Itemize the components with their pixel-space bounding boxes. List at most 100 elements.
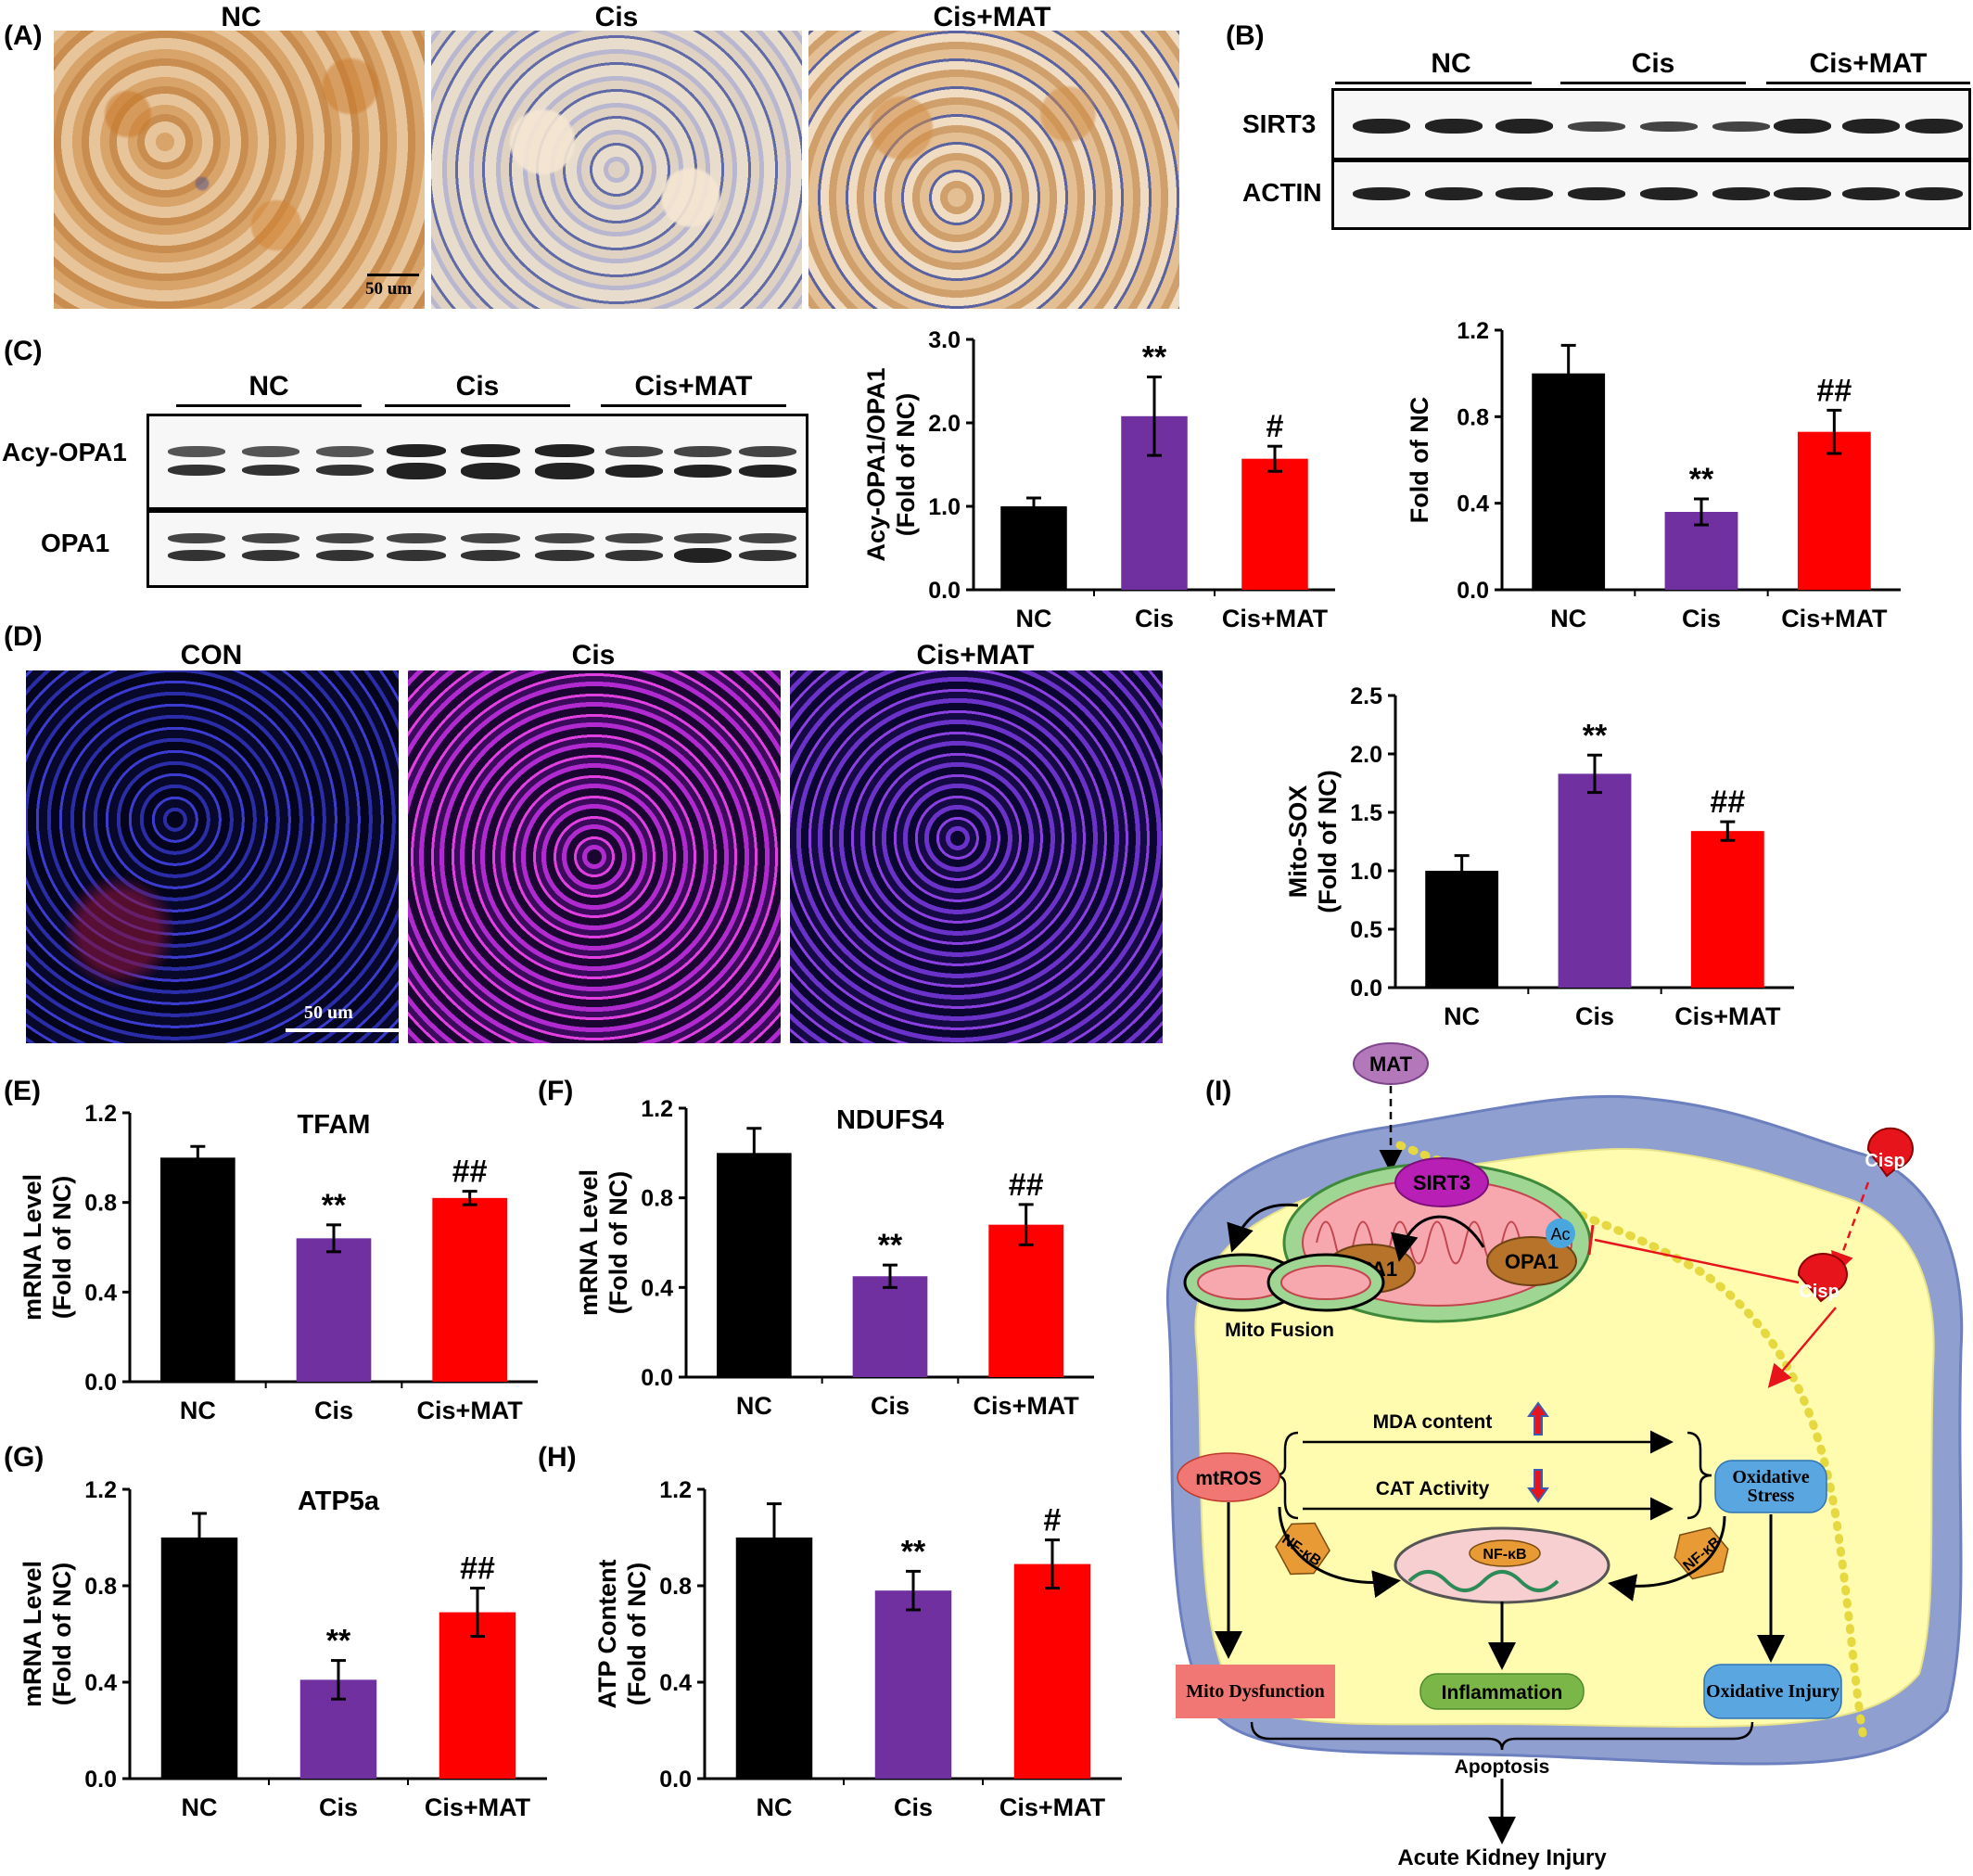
mito-dysfunction-label: Mito Dysfunction [1186, 1680, 1325, 1702]
sirt3-label: SIRT3 [1413, 1171, 1470, 1194]
opa1-right-node [1486, 1236, 1577, 1286]
bar-cis-mat [988, 1224, 1063, 1377]
oxidative-injury-label: Oxidative Injury [1706, 1680, 1839, 1702]
y-axis-label: (Fold of NC) [892, 393, 920, 536]
apoptosis-label: Apoptosis [1455, 1756, 1550, 1778]
panel-i-letter: (I) [1205, 1076, 1232, 1106]
inflammation-node [1419, 1673, 1585, 1710]
panel-b-group-nc: NC [1431, 48, 1471, 79]
bar-nc [717, 1153, 792, 1377]
blot-label-opa1: OPA1 [41, 529, 110, 557]
x-tick-label: NC [180, 1397, 216, 1424]
y-tick-label: 0.4 [659, 1670, 692, 1696]
y-tick-label: 1.2 [84, 1477, 117, 1503]
cisp-inhibit-bar [1587, 1224, 1595, 1256]
oxidative-injury-node [1703, 1664, 1842, 1719]
bar-cis [852, 1276, 928, 1377]
y-tick-label: 0.0 [659, 1767, 692, 1793]
significance-label: ** [1583, 718, 1608, 753]
fusion-mito-right-inner [1280, 1265, 1371, 1300]
bar-cis-mat [432, 1197, 507, 1382]
oxidative-stress-node [1714, 1460, 1827, 1513]
bar-nc [1532, 373, 1606, 590]
chart-title: ATP5a [298, 1487, 380, 1516]
chart-title: NDUFS4 [836, 1105, 944, 1135]
x-tick-label: Cis+MAT [1781, 605, 1888, 632]
panel-d-group-cis-mat: Cis+MAT [916, 640, 1035, 670]
y-tick-label: 2.0 [1350, 742, 1382, 768]
panel-b-bracket-cis [1560, 82, 1746, 84]
y-tick-label: 0.0 [84, 1370, 117, 1396]
bar-nc [735, 1538, 813, 1779]
y-tick-label: 0.0 [84, 1767, 117, 1793]
dna-strand [1407, 1570, 1559, 1592]
panel-e-letter: (E) [4, 1076, 41, 1106]
panel-f-letter: (F) [538, 1076, 574, 1106]
chart-f-ndufs4: 0.0 0.4 0.8 1.2 mRNA Level (Fold of NC) NC ** Ci… [575, 1096, 1094, 1420]
significance-label: ** [326, 1624, 351, 1659]
cisp-outer-node [1866, 1127, 1914, 1178]
y-tick-label: 1.2 [1457, 318, 1489, 344]
x-tick-label: NC [757, 1793, 793, 1821]
y-tick-label: 1.2 [641, 1096, 673, 1122]
fusion-arrow [1227, 1203, 1299, 1253]
mtros-node [1177, 1452, 1280, 1502]
scale-bar-label-d: 50 um [304, 1002, 353, 1023]
significance-label: ## [460, 1551, 495, 1587]
panel-c-bracket-cis [385, 404, 570, 407]
panel-c-group-cis: Cis [455, 371, 500, 402]
x-tick-label: Cis [319, 1793, 358, 1821]
x-tick-label: NC [1444, 1002, 1480, 1030]
x-tick-label: Cis+MAT [425, 1793, 531, 1821]
cat-down-arrow-icon [1527, 1469, 1549, 1503]
ihc-image-nc: 50 um [54, 31, 425, 309]
ihc-image-cis-mat [808, 31, 1179, 309]
mitosox-image-cis [408, 670, 781, 1043]
y-tick-label: 1.2 [84, 1101, 117, 1127]
panel-c-bracket-cis-mat [601, 404, 786, 407]
nfkb-center-node [1469, 1539, 1541, 1567]
cisp-inhibit-line [1594, 1238, 1800, 1284]
y-tick-label: 1.0 [928, 494, 961, 520]
significance-label: ** [1142, 340, 1167, 376]
chart-e-tfam: 0.0 0.4 0.8 1.2 mRNA Level (Fold of NC) NC ** Ci… [19, 1101, 538, 1424]
x-tick-label: NC [182, 1793, 218, 1821]
scale-bar-line [367, 274, 419, 276]
x-tick-label: Cis+MAT [974, 1392, 1080, 1420]
blot-actin [1331, 160, 1971, 230]
bar-nc [160, 1538, 238, 1779]
mito-fusion-label: Mito Fusion [1225, 1320, 1334, 1341]
y-tick-label: 3.0 [928, 327, 961, 353]
chart-c2-fold: 0.0 0.4 0.8 1.2 Fold of NC NC ** Cis ## Cis+MAT [1406, 318, 1901, 632]
panel-h-letter: (H) [538, 1442, 577, 1473]
apoptosis-brace [1250, 1721, 1754, 1751]
significance-label: ** [322, 1188, 347, 1223]
y-tick-label: 0.4 [1457, 491, 1489, 517]
bar-cis [1558, 773, 1632, 988]
panel-d-group-con: CON [180, 640, 243, 670]
panel-b-group-cis-mat: Cis+MAT [1809, 48, 1928, 79]
y-axis-label: (Fold of NC) [48, 1563, 76, 1705]
y-tick-label: 0.5 [1350, 917, 1382, 943]
y-tick-label: 0.0 [641, 1365, 673, 1391]
y-tick-label: 0.8 [641, 1186, 673, 1212]
x-tick-label: Cis [1682, 605, 1721, 632]
significance-label: ## [452, 1155, 488, 1190]
mitosox-image-cis-mat [790, 670, 1163, 1043]
bar-cis [296, 1238, 372, 1382]
blot-label-sirt3: SIRT3 [1242, 109, 1317, 138]
y-tick-label: 0.4 [641, 1275, 673, 1301]
inflammation-label: Inflammation [1442, 1682, 1563, 1704]
cisp-stress-arrow [1767, 1307, 1837, 1388]
y-tick-label: 0.8 [659, 1574, 692, 1600]
y-tick-label: 1.0 [1350, 859, 1382, 885]
panel-a-letter: (A) [4, 20, 43, 51]
y-tick-label: 2.5 [1350, 683, 1382, 709]
x-tick-label: Cis [871, 1392, 910, 1420]
x-tick-label: Cis+MAT [1222, 605, 1329, 632]
significance-label: ** [878, 1228, 903, 1263]
y-tick-label: 0.0 [1350, 976, 1382, 1002]
panel-c-letter: (C) [4, 336, 43, 366]
significance-label: ## [1009, 1168, 1044, 1203]
chart-c1-acy-opa1: 0.0 1.0 2.0 3.0 Acy-OPA1/OPA1 (Fold of NC) NC *… [862, 327, 1335, 632]
